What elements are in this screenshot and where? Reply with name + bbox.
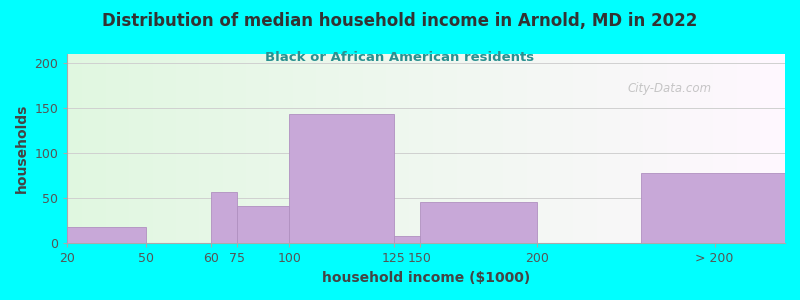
Bar	[290, 114, 394, 243]
Bar	[67, 227, 146, 243]
Text: City-Data.com: City-Data.com	[627, 82, 711, 94]
Text: Distribution of median household income in Arnold, MD in 2022: Distribution of median household income …	[102, 12, 698, 30]
X-axis label: household income ($1000): household income ($1000)	[322, 271, 530, 285]
Y-axis label: households: households	[15, 104, 29, 194]
Bar	[237, 206, 290, 243]
Text: Black or African American residents: Black or African American residents	[266, 51, 534, 64]
Bar	[420, 202, 537, 243]
Bar	[642, 173, 785, 243]
Bar	[211, 192, 237, 243]
Bar	[394, 236, 420, 243]
